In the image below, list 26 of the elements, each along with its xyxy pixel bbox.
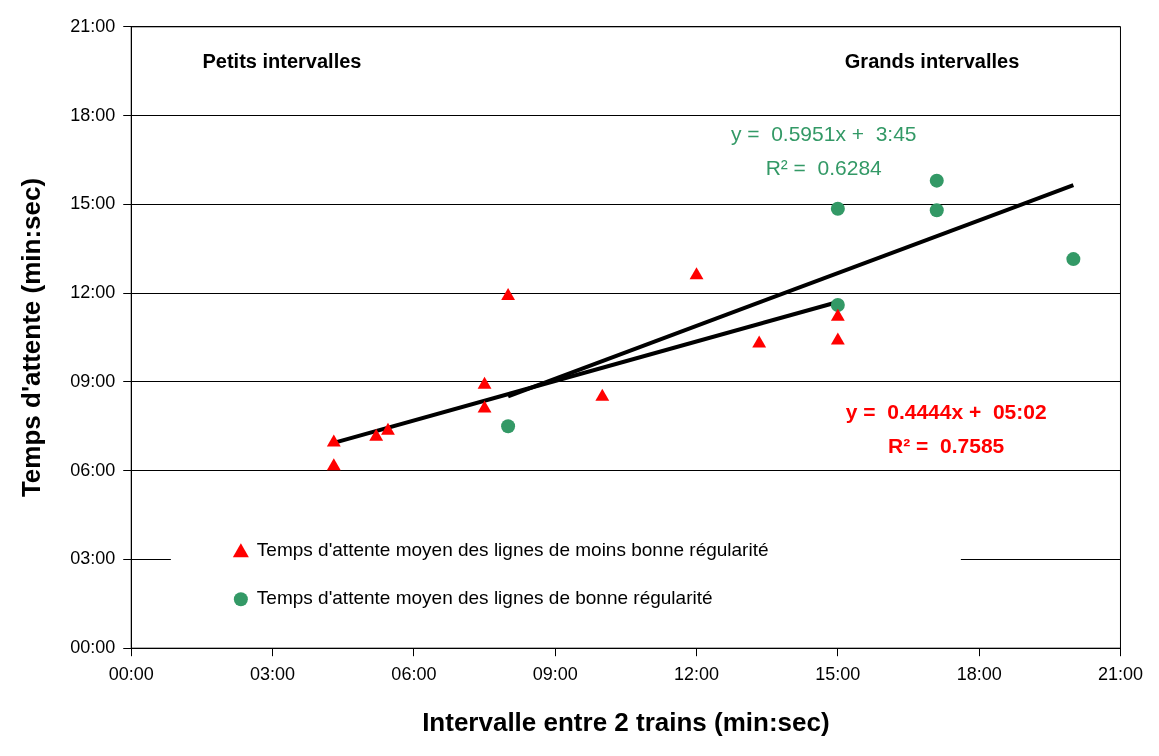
x-tick-label: 09:00 <box>532 663 578 684</box>
annotation: y = 0.4444x + 05:02 <box>845 399 1047 423</box>
y-tick-label: 09:00 <box>70 370 116 391</box>
x-axis-title: Intervalle entre 2 trains (min:sec) <box>422 706 830 737</box>
annotation: R² = 0.7585 <box>888 433 1005 457</box>
x-tick-label: 06:00 <box>391 663 437 684</box>
x-tick-label: 00:00 <box>108 663 154 684</box>
annotation: Petits intervalles <box>202 49 362 72</box>
x-tick-label: 03:00 <box>250 663 296 684</box>
x-tick-label: 21:00 <box>1097 663 1143 684</box>
y-tick-label: 12:00 <box>70 282 116 303</box>
y-tick-label: 00:00 <box>70 637 116 658</box>
legend-label: Temps d'attente moyen des lignes de moins bonne régularité <box>256 539 769 561</box>
y-tick-label: 21:00 <box>70 15 116 36</box>
y-tick-label: 03:00 <box>70 548 116 569</box>
y-tick-label: 18:00 <box>70 104 116 125</box>
annotation: Grands intervalles <box>844 49 1020 72</box>
y-tick-label: 06:00 <box>70 459 116 480</box>
y-axis-title: Temps d'attente (min:sec) <box>15 177 46 498</box>
x-tick-label: 15:00 <box>815 663 861 684</box>
x-tick-label: 18:00 <box>956 663 1002 684</box>
annotation: R² = 0.6284 <box>765 155 883 179</box>
annotation: y = 0.5951x + 3:45 <box>730 121 917 145</box>
x-tick-label: 12:00 <box>674 663 720 684</box>
legend-label: Temps d'attente moyen des lignes de bonne régularité <box>256 587 713 609</box>
y-tick-label: 15:00 <box>70 193 116 214</box>
